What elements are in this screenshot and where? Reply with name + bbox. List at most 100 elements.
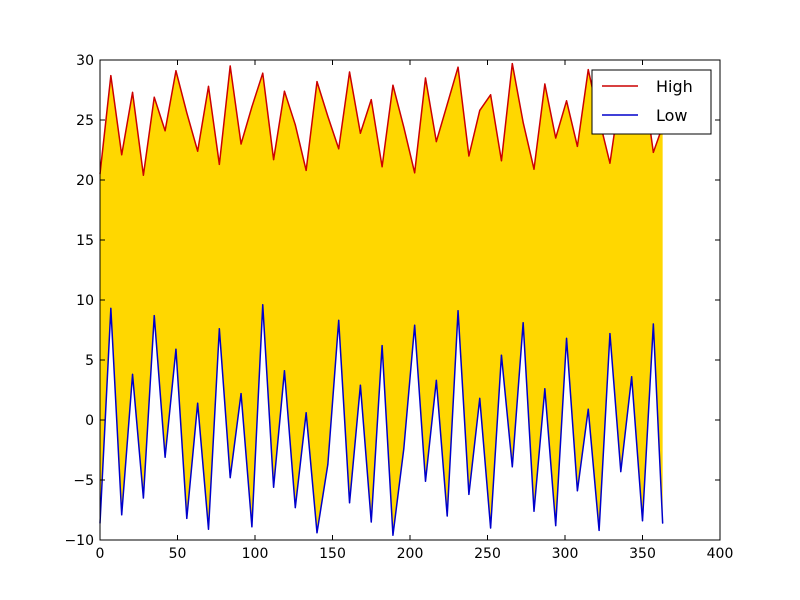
data-point-high — [251, 106, 253, 108]
data-point-low — [273, 486, 275, 488]
data-point-high — [468, 155, 470, 157]
data-point-low — [424, 480, 427, 482]
x-tick-label: 50 — [169, 546, 187, 562]
data-point-high — [316, 81, 318, 83]
data-point-low — [207, 528, 210, 530]
data-point-high — [131, 91, 134, 93]
data-point-high — [273, 159, 275, 161]
axes: 0 50 100 150 200 250 300 350 400 −10 −5 0 5 10 15 20 25 3… — [64, 53, 733, 562]
data-point-low — [435, 379, 437, 381]
data-point-low — [468, 493, 470, 495]
data-point-high — [370, 99, 372, 101]
data-point-low — [414, 324, 416, 326]
x-tick-label: 200 — [397, 546, 424, 562]
data-point-high — [305, 169, 307, 171]
y-tick-label: 30 — [76, 53, 94, 69]
data-point-high — [229, 65, 231, 67]
x-tick-label: 250 — [474, 546, 501, 562]
data-point-high — [446, 103, 448, 105]
data-point-low — [565, 337, 568, 339]
y-tick-label: −10 — [64, 533, 94, 549]
data-point-low — [197, 402, 199, 404]
data-point-low — [370, 521, 372, 523]
data-point-high — [153, 96, 155, 98]
data-point-low — [403, 448, 405, 450]
data-point-high — [565, 100, 568, 102]
legend-label-high: High — [656, 77, 693, 96]
y-tick-label: 25 — [76, 113, 94, 129]
data-point-low — [240, 393, 242, 395]
y-tick-label: −5 — [73, 473, 94, 489]
data-point-low — [262, 304, 264, 306]
data-point-high — [381, 166, 383, 168]
data-point-low — [381, 345, 383, 347]
data-point-low — [652, 323, 654, 325]
data-point-high — [424, 77, 427, 79]
data-point-low — [175, 348, 177, 350]
x-tick-label: 150 — [319, 546, 346, 562]
data-point-low — [348, 502, 351, 504]
data-point-high — [403, 126, 405, 128]
data-point-low — [576, 490, 579, 492]
data-point-high — [142, 174, 144, 176]
data-point-high — [555, 137, 557, 139]
data-point-low — [251, 526, 253, 528]
legend-box — [591, 69, 712, 135]
data-point-low — [131, 373, 134, 375]
data-point-high — [652, 151, 654, 153]
x-tick-label: 350 — [629, 546, 656, 562]
data-point-high — [414, 172, 416, 174]
data-point-low — [305, 412, 307, 414]
data-point-high — [457, 66, 459, 68]
fill-between-area — [100, 63, 663, 536]
data-point-high — [186, 112, 188, 114]
data-point-high — [164, 130, 166, 132]
data-point-low — [544, 388, 546, 390]
data-point-high — [121, 154, 123, 156]
data-point-low — [533, 510, 535, 512]
data-point-low — [609, 333, 611, 335]
data-point-low — [294, 507, 296, 509]
data-point-high — [500, 160, 503, 162]
data-point-low — [153, 315, 155, 317]
data-point-high — [544, 83, 546, 85]
data-point-low — [229, 477, 231, 479]
data-point-low — [522, 322, 524, 324]
data-point-low — [598, 529, 600, 532]
legend: High Low — [591, 69, 712, 135]
data-point-low — [327, 463, 329, 465]
data-point-high — [207, 85, 210, 87]
data-point-high — [435, 141, 437, 143]
plot-area — [99, 62, 664, 536]
data-point-high — [587, 69, 589, 71]
y-tick-label: 15 — [76, 233, 94, 249]
data-point-high — [283, 90, 286, 92]
data-point-low — [511, 466, 513, 468]
data-point-high — [609, 162, 611, 164]
data-point-low — [555, 525, 557, 527]
data-point-high — [110, 75, 112, 77]
data-point-high — [262, 72, 264, 74]
y-tick-label: 0 — [85, 413, 94, 429]
data-point-high — [533, 168, 535, 170]
legend-label-low: Low — [656, 106, 688, 125]
data-point-high — [522, 121, 524, 123]
data-point-low — [457, 310, 459, 312]
data-point-high — [348, 71, 351, 73]
x-tick-label: 300 — [552, 546, 579, 562]
data-point-low — [164, 456, 166, 458]
data-point-high — [490, 94, 492, 96]
data-point-high — [327, 115, 329, 117]
data-point-high — [218, 163, 220, 165]
data-point-low — [186, 517, 188, 520]
data-point-low — [641, 520, 644, 522]
data-point-high — [294, 124, 296, 126]
data-point-high — [359, 132, 361, 134]
data-point-high — [240, 143, 242, 145]
data-point-low — [359, 384, 361, 386]
data-point-low — [338, 319, 340, 321]
data-point-high — [392, 84, 394, 86]
x-tick-label: 100 — [242, 546, 269, 562]
data-point-low — [620, 471, 622, 473]
data-point-low — [631, 376, 633, 378]
